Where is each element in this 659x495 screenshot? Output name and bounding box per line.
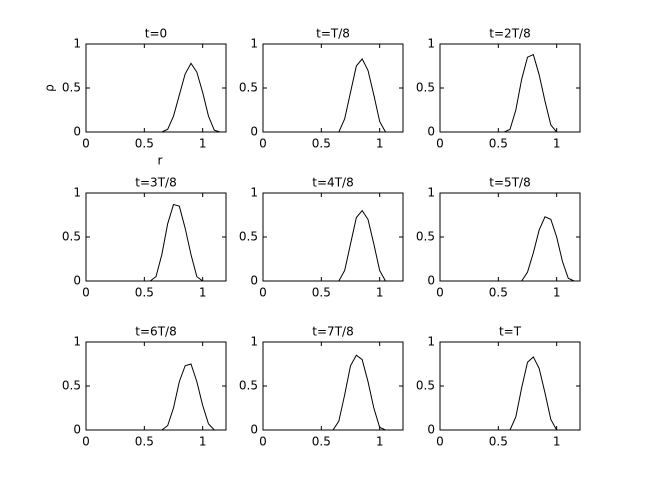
chart-title: t=5T/8 (489, 176, 530, 190)
x-tick-label: 0.5 (135, 137, 154, 151)
y-tick-label: 0.5 (62, 230, 81, 244)
data-line (86, 203, 226, 282)
x-tick-label: 0.5 (135, 435, 154, 449)
axes-box (439, 192, 581, 282)
y-tick-label: 0 (250, 274, 258, 288)
y-tick-label: 0.5 (239, 81, 258, 95)
y-tick-label: 1 (73, 335, 81, 349)
x-tick-label: 0 (82, 137, 90, 151)
y-tick-label: 0.5 (416, 81, 435, 95)
chart-title: t=0 (145, 27, 167, 41)
x-tick-label: 1 (199, 137, 207, 151)
x-tick-label: 0.5 (312, 435, 331, 449)
data-line (263, 354, 403, 431)
y-tick-label: 0.5 (416, 379, 435, 393)
y-tick-label: 1 (250, 186, 258, 200)
y-tick-label: 0.5 (239, 379, 258, 393)
y-tick-label: 1 (250, 37, 258, 51)
data-line (440, 53, 580, 133)
x-tick-label: 0.5 (312, 286, 331, 300)
axes-box (262, 341, 404, 431)
data-line (263, 209, 403, 282)
chart-title: t=4T/8 (312, 176, 353, 190)
x-tick-label: 1 (553, 435, 561, 449)
y-axis-label: ρ (43, 84, 57, 92)
axes-box (262, 192, 404, 282)
axes-box (262, 43, 404, 133)
x-tick-label: 0 (436, 435, 444, 449)
x-tick-label: 0 (259, 137, 267, 151)
x-tick-label: 1 (199, 435, 207, 449)
y-tick-label: 0.5 (62, 379, 81, 393)
y-tick-label: 0 (73, 274, 81, 288)
data-line (440, 216, 580, 282)
x-tick-label: 0.5 (489, 435, 508, 449)
y-tick-label: 0 (427, 125, 435, 139)
y-tick-label: 0 (250, 125, 258, 139)
y-tick-label: 0.5 (239, 230, 258, 244)
y-tick-label: 0.5 (416, 230, 435, 244)
x-axis-label: r (158, 154, 163, 168)
x-tick-label: 0.5 (489, 137, 508, 151)
y-tick-label: 0 (73, 423, 81, 437)
data-line (440, 356, 580, 431)
axes-box (85, 43, 227, 133)
chart-title: t=7T/8 (312, 325, 353, 339)
data-line (263, 58, 403, 133)
x-tick-label: 0 (259, 435, 267, 449)
axes-box (85, 341, 227, 431)
data-line (86, 62, 226, 133)
axes-box (85, 192, 227, 282)
y-tick-label: 1 (427, 335, 435, 349)
x-tick-label: 0 (82, 435, 90, 449)
chart-title: t=T (499, 325, 522, 339)
x-tick-label: 0.5 (135, 286, 154, 300)
x-tick-label: 1 (376, 137, 384, 151)
chart-title: t=3T/8 (135, 176, 176, 190)
data-line (86, 363, 226, 431)
x-tick-label: 1 (553, 286, 561, 300)
y-tick-label: 0.5 (62, 81, 81, 95)
chart-title: t=T/8 (316, 27, 350, 41)
x-tick-label: 1 (553, 137, 561, 151)
chart-title: t=2T/8 (489, 27, 530, 41)
x-tick-label: 0 (259, 286, 267, 300)
axes-box (439, 341, 581, 431)
x-tick-label: 0 (436, 286, 444, 300)
chart-title: t=6T/8 (135, 325, 176, 339)
x-tick-label: 1 (199, 286, 207, 300)
x-tick-label: 1 (376, 286, 384, 300)
y-tick-label: 1 (427, 186, 435, 200)
x-tick-label: 0.5 (312, 137, 331, 151)
y-tick-label: 1 (73, 37, 81, 51)
x-tick-label: 0 (82, 286, 90, 300)
x-tick-label: 0 (436, 137, 444, 151)
axes-box (439, 43, 581, 133)
x-tick-label: 1 (376, 435, 384, 449)
y-tick-label: 0 (427, 274, 435, 288)
y-tick-label: 0 (73, 125, 81, 139)
y-tick-label: 0 (250, 423, 258, 437)
y-tick-label: 1 (73, 186, 81, 200)
x-tick-label: 0.5 (489, 286, 508, 300)
y-tick-label: 1 (427, 37, 435, 51)
y-tick-label: 0 (427, 423, 435, 437)
y-tick-label: 1 (250, 335, 258, 349)
